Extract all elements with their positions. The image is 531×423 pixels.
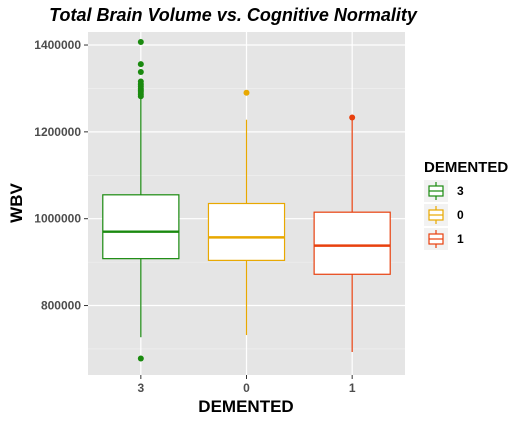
chart-title: Total Brain Volume vs. Cognitive Normali… [49,5,418,25]
x-axis: 3 0 1 [137,375,356,395]
box [313,211,391,275]
x-tick-label: 3 [137,381,144,395]
legend-title: DEMENTED [424,159,508,176]
y-tick-label: 1200000 [34,125,81,139]
outlier-point [243,89,250,96]
x-axis-title: DEMENTED [198,397,293,416]
legend: 3 0 1 [424,180,464,250]
y-axis-title: WBV [7,183,26,223]
box [102,194,180,260]
legend-entry-0: 0 [424,204,464,226]
box-group-1 [313,114,391,352]
box-series [102,38,391,362]
x-tick-label: 1 [349,381,356,395]
legend-label: 0 [457,208,464,222]
y-tick-label: 800000 [41,299,81,313]
legend-label: 1 [457,232,464,246]
outlier-point [137,61,144,68]
legend-label: 3 [457,184,464,198]
box-group-3 [102,38,180,362]
y-tick-label: 1400000 [34,38,81,52]
outlier-point [349,114,356,121]
outlier-point [137,78,144,85]
y-tick-label: 1000000 [34,212,81,226]
outlier-point [137,355,144,362]
legend-entry-3: 3 [424,180,464,202]
box-group-0 [207,89,286,336]
y-axis: 800000 1000000 1200000 1400000 [34,38,88,313]
box [207,202,286,261]
outlier-point [137,68,144,75]
x-tick-label: 0 [243,381,250,395]
legend-entry-1: 1 [424,228,464,250]
outlier-point [137,38,144,45]
